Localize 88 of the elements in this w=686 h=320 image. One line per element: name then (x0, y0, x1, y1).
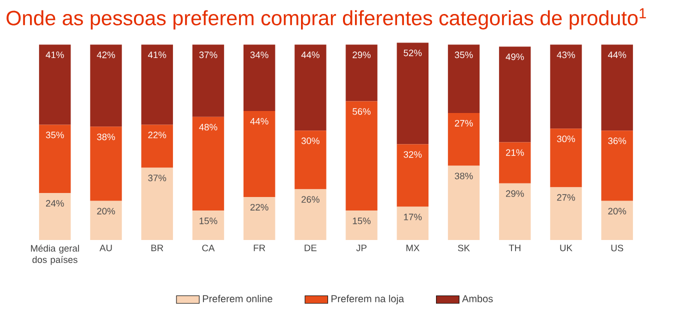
x-tick-label: SK (458, 244, 470, 252)
x-tick-label: Média geral dos países (31, 244, 79, 265)
bar (499, 46, 531, 142)
data-label: 20% (97, 208, 116, 214)
data-label: 38% (97, 134, 116, 140)
data-label: 32% (404, 151, 422, 158)
x-tick-label: AU (100, 244, 112, 252)
data-label: 44% (301, 52, 320, 58)
bar (90, 44, 122, 127)
bar (90, 126, 122, 201)
data-label: 56% (352, 108, 371, 115)
bar (192, 210, 224, 240)
data-label: 22% (250, 204, 268, 211)
bar (448, 166, 480, 240)
bar (550, 187, 582, 240)
data-label: 30% (557, 136, 576, 142)
bar (39, 124, 71, 194)
data-label: 29% (506, 190, 524, 197)
data-label: 52% (404, 50, 422, 56)
bar (396, 144, 429, 207)
bar (294, 189, 326, 240)
bar (243, 111, 276, 198)
bar (601, 200, 633, 240)
x-tick-label: DE (304, 244, 317, 252)
bar (346, 44, 378, 102)
data-label: 35% (46, 132, 64, 138)
x-tick-label: UK (560, 244, 572, 252)
data-label: 15% (352, 218, 371, 224)
data-label: 22% (148, 132, 166, 138)
x-tick-label: FR (254, 244, 266, 252)
data-label: 35% (454, 52, 473, 58)
data-label: 44% (608, 52, 626, 58)
bar (448, 112, 480, 166)
data-label: 49% (506, 54, 524, 60)
bar (192, 116, 224, 211)
bar (499, 183, 531, 240)
x-tick-label: MX (406, 244, 420, 252)
data-label: 27% (557, 194, 576, 201)
bar (601, 130, 633, 201)
bar (396, 206, 429, 240)
x-tick-label: BR (151, 244, 164, 252)
data-label: 24% (46, 200, 64, 207)
bar (294, 44, 326, 131)
x-tick-label: JP (356, 244, 367, 252)
bar (141, 168, 173, 240)
x-tick-label: TH (508, 244, 520, 252)
x-tick-label: CA (202, 244, 215, 252)
data-label: 36% (608, 138, 626, 144)
bar (294, 130, 326, 190)
bar (243, 197, 276, 240)
data-label: 37% (199, 52, 218, 58)
data-label: 44% (250, 118, 268, 125)
data-label: 41% (46, 52, 64, 58)
bar (550, 44, 582, 129)
legend-label: Ambos (462, 294, 493, 302)
bar (346, 101, 378, 211)
data-label: 41% (148, 52, 166, 58)
data-label: 30% (301, 138, 320, 144)
data-label: 15% (200, 218, 218, 224)
data-label: 37% (148, 174, 166, 182)
data-label: 42% (96, 52, 116, 58)
bar (601, 44, 633, 131)
data-label: 29% (352, 52, 371, 58)
data-label: 48% (199, 124, 218, 130)
data-label: 17% (404, 214, 422, 220)
x-tick-label: US (611, 244, 624, 252)
data-label: 20% (608, 208, 626, 214)
data-label: 21% (506, 149, 524, 156)
bar (448, 44, 480, 113)
bar (346, 210, 378, 240)
data-label: 38% (454, 172, 473, 180)
data-label: 26% (302, 196, 320, 203)
legend-label: Preferem na loja (332, 294, 404, 304)
data-label: 27% (454, 120, 473, 127)
legend-label: Preferem online (202, 294, 272, 302)
bar (499, 142, 531, 184)
bar (550, 128, 582, 188)
chart-title: Onde as pessoas preferem comprar diferentes categorias de produto$^{1}$ (6, 8, 646, 30)
bar (192, 44, 224, 117)
data-label: 34% (250, 52, 268, 58)
bar (90, 200, 122, 240)
bar (396, 42, 429, 144)
bar (39, 193, 71, 240)
bar (141, 124, 173, 168)
bar (141, 44, 173, 125)
bar (39, 44, 71, 125)
bar (243, 44, 276, 112)
data-label: 43% (556, 52, 576, 58)
